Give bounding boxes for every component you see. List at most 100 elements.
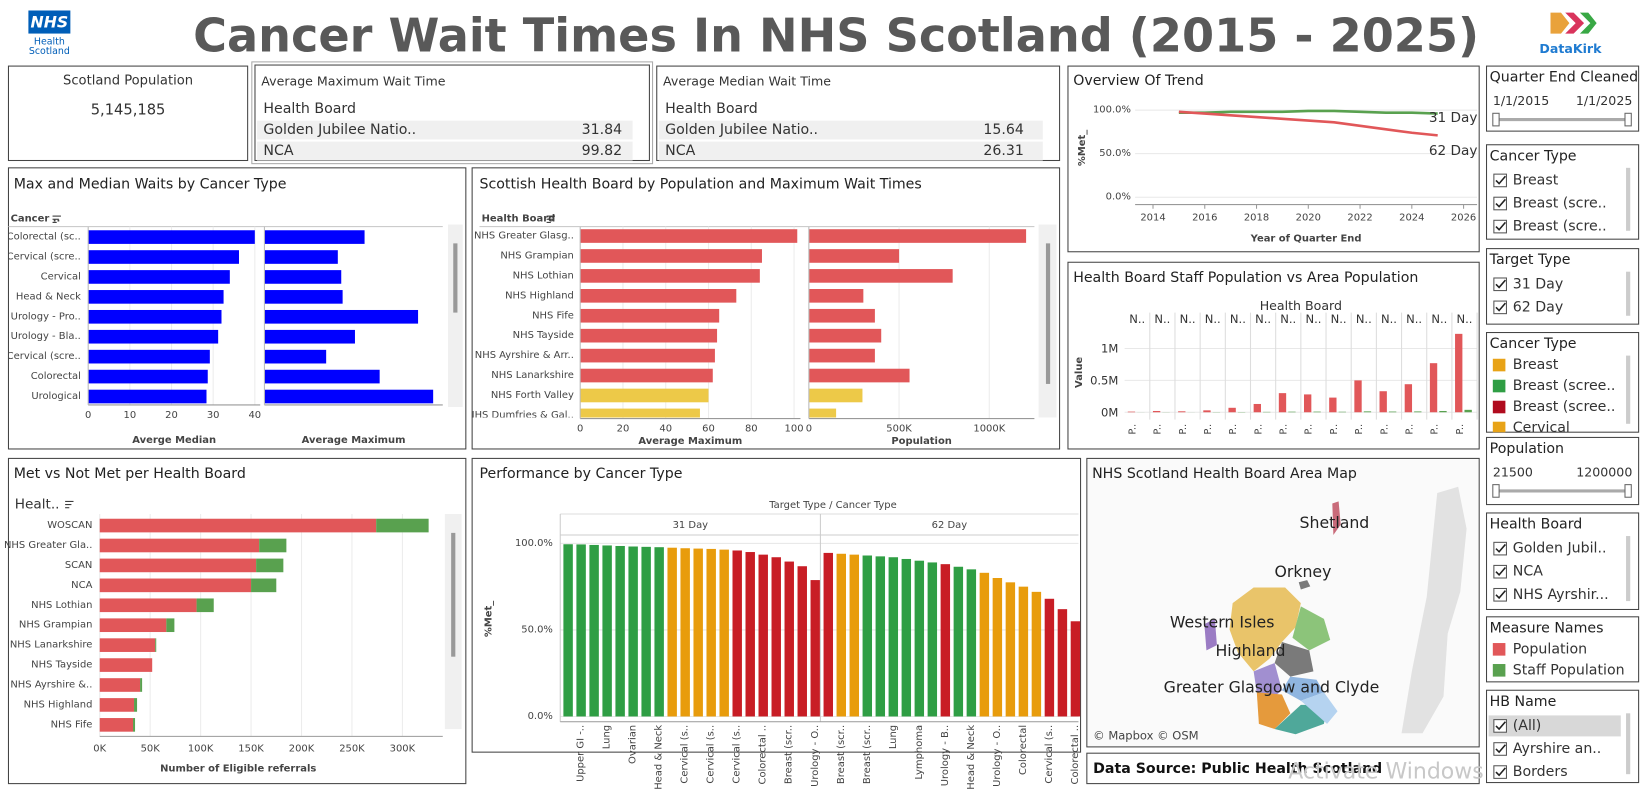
- slider-handle[interactable]: [1492, 484, 1500, 498]
- checkbox[interactable]: [1493, 765, 1507, 779]
- x-tick-label: 2026: [1451, 213, 1476, 224]
- row-label: NHS Tayside: [31, 660, 92, 671]
- row-label: NHS Lothian: [31, 600, 92, 611]
- bar: [784, 561, 794, 717]
- panel-title: Met vs Not Met per Health Board: [14, 466, 246, 482]
- bar: [264, 250, 338, 264]
- row-label: NCA: [71, 580, 92, 591]
- filter-content: Cancer Type Breast Breast (scre.. Breast (s…: [1490, 148, 1631, 235]
- scrollbar[interactable]: [1626, 536, 1631, 602]
- checkbox[interactable]: [1493, 587, 1507, 602]
- column-header: Cancer ..: [11, 214, 61, 225]
- sub-label: P..: [1404, 424, 1415, 435]
- checkbox[interactable]: [1493, 719, 1507, 733]
- filter-title: Target Type: [1489, 252, 1571, 268]
- column-label: N..: [1431, 312, 1447, 326]
- checkbox[interactable]: [1493, 300, 1507, 315]
- scrollbar-thumb[interactable]: [453, 243, 458, 313]
- bar: [1044, 598, 1055, 717]
- bar: [808, 408, 837, 418]
- scrollbar[interactable]: [1626, 271, 1631, 316]
- selected-row: [1488, 715, 1621, 737]
- column-label: N..: [1381, 312, 1397, 326]
- y-tick-label: 0M: [1101, 405, 1118, 419]
- slider-handle[interactable]: [1624, 484, 1632, 498]
- column-header: Health Board: [482, 214, 556, 225]
- scrollbar[interactable]: [1626, 355, 1631, 424]
- column-header: Target Type / Cancer Type: [768, 500, 897, 511]
- check: [1495, 198, 1507, 208]
- x-tick-label: Cervical (s..: [680, 725, 691, 784]
- table-cell: NCA: [263, 143, 293, 159]
- bar-segment: [99, 558, 257, 573]
- bar: [693, 548, 703, 717]
- row-bg: [257, 120, 633, 140]
- bar: [719, 549, 729, 717]
- bar: [706, 548, 716, 717]
- x-tick-label: 0K: [93, 743, 106, 754]
- map-region: [1300, 692, 1338, 724]
- row-label: SCAN: [65, 560, 93, 571]
- bar: [732, 550, 742, 717]
- legend-swatch: [1492, 421, 1506, 433]
- bar: [1414, 411, 1422, 413]
- panel-title: Health Board Staff Population vs Area Po…: [1073, 270, 1418, 286]
- legend-swatch: [1492, 400, 1506, 414]
- x-tick-label: Upper GI -..: [576, 725, 587, 782]
- bar: [602, 545, 612, 717]
- sub-label: P..: [1455, 424, 1466, 435]
- scrollbar[interactable]: [448, 224, 463, 408]
- bar: [808, 368, 910, 383]
- bar: [966, 569, 977, 717]
- scrollbar[interactable]: [1626, 713, 1631, 775]
- panel-name: 62 Day: [932, 520, 968, 531]
- map-attribution: © Mapbox © OSM: [1093, 728, 1198, 742]
- checkbox[interactable]: [1493, 173, 1507, 188]
- checkbox[interactable]: [1493, 219, 1507, 234]
- range-label: 1200000: [1576, 465, 1632, 480]
- row-bg: [658, 141, 1043, 161]
- axis-title: Average Maximum: [302, 435, 406, 446]
- filter-content: Quarter End Cleaned 1/1/2015 1/1/2025: [1490, 70, 1638, 127]
- filter-title: Cancer Type: [1490, 336, 1577, 352]
- bar: [88, 389, 207, 404]
- filter-option: (All): [1513, 718, 1542, 734]
- bar-segment: [376, 518, 429, 533]
- checkbox[interactable]: [1493, 742, 1507, 756]
- axis-title: %Met_: [1077, 130, 1088, 166]
- scrollbar-thumb[interactable]: [1045, 243, 1051, 384]
- scrollbar[interactable]: [1626, 167, 1631, 231]
- slider-handle[interactable]: [1624, 112, 1632, 127]
- checkbox[interactable]: [1493, 564, 1507, 579]
- bar: [88, 270, 230, 284]
- table-title: Average Median Wait Time: [663, 73, 831, 88]
- sub-label: P..: [1379, 424, 1390, 435]
- bar: [1178, 411, 1186, 413]
- axis-title: Population: [891, 436, 952, 447]
- map[interactable]: [1087, 459, 1479, 746]
- bar-segment: [140, 678, 143, 692]
- filter-title: Cancer Type: [1490, 148, 1577, 164]
- map-label: Shetland: [1300, 513, 1370, 532]
- checkbox[interactable]: [1493, 196, 1507, 211]
- scrollbar-thumb[interactable]: [451, 532, 456, 657]
- bar: [862, 555, 873, 717]
- filter-card: [1485, 332, 1640, 433]
- axis-title: %Met_: [483, 601, 494, 637]
- x-tick-label: 40: [659, 424, 672, 435]
- x-tick-label: 50K: [141, 743, 161, 754]
- x-tick-label: 10: [124, 410, 137, 421]
- x-tick-label: 300K: [390, 743, 416, 754]
- filter-option: 31 Day: [1513, 276, 1563, 292]
- x-tick-label: 1000K: [973, 424, 1005, 435]
- logo-box: [28, 10, 71, 34]
- row-label: NHS Ayrshire & Arr..: [475, 350, 574, 361]
- y-tick-label: 1M: [1101, 342, 1118, 356]
- bar-segment: [155, 638, 157, 652]
- x-tick-label: 60: [702, 424, 715, 435]
- checkbox[interactable]: [1493, 277, 1507, 292]
- checkbox[interactable]: [1493, 541, 1507, 556]
- filter-option: NCA: [1513, 564, 1543, 580]
- sub-label: P..: [1203, 424, 1214, 435]
- slider-handle[interactable]: [1492, 112, 1500, 127]
